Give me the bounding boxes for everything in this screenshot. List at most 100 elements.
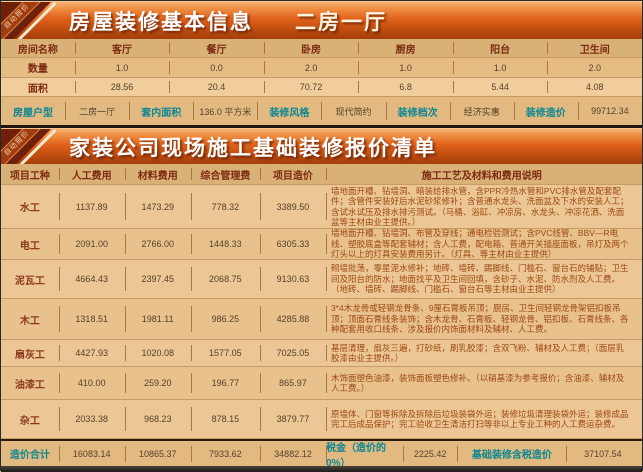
description-cell: 木饰面塑色油漆，装饰面板塑色修补。（以硝基漆为参考报价；含油漆、辅材及人工费。） <box>325 367 638 399</box>
quantity-row: 数量 1.0 0.0 2.0 1.0 1.0 2.0 <box>1 58 642 78</box>
bedroom-header: 卧房 <box>263 39 359 57</box>
house-summary-row: 房屋户型 二房一厅 套内面积 136.0 平方米 装修风格 现代简约 装修档次 … <box>1 97 642 125</box>
management-header: 综合管理费 <box>190 164 260 184</box>
material-total: 10865.37 <box>124 441 191 466</box>
area-dining: 20.4 <box>169 78 264 96</box>
tax-value: 2225.42 <box>402 441 457 466</box>
quote-row-masonry: 泥瓦工 4664.43 2397.45 2068.75 9130.63 砌墙批荡… <box>1 260 642 299</box>
project-cost: 865.97 <box>259 367 326 399</box>
ribbon-label-2: 自动报价 <box>1 129 45 164</box>
description-cell: 墙地面开槽、钻墙洞、布管及穿线；通电检验测试；含PVC线管、BBV—R电线、塑胶… <box>325 229 638 259</box>
labor-header: 人工费用 <box>58 164 125 184</box>
dining-room-header: 餐厅 <box>169 39 264 57</box>
management-cost: 986.25 <box>190 299 260 339</box>
project-cost: 6305.33 <box>259 229 326 259</box>
trade-header: 项目工种 <box>9 170 50 182</box>
material-cost: 1981.11 <box>124 299 191 339</box>
ribbon-label: 自动报价 <box>1 2 45 39</box>
balcony-header: 阳台 <box>452 39 548 57</box>
description-cell: 基层清理，扇灰三遍，打砂纸，刷乳胶漆；含双飞粉、辅材及人工费；（面层乳胶漆由业主… <box>325 340 638 366</box>
bottom-border <box>1 466 642 472</box>
labor-cost: 4427.93 <box>58 340 125 366</box>
trade-name: 杂工 <box>19 415 40 427</box>
inner-area-label: 套内面积 <box>129 97 193 125</box>
page-title: 房屋装修基本信息 <box>69 10 253 34</box>
house-type-label: 房屋户型 <box>13 107 54 119</box>
house-type-subtitle: 二房一厅 <box>295 10 387 34</box>
description-cell: 3*4木龙骨或轻钢龙骨条、9厘石膏板吊顶；厨房、卫生间轻钢龙骨架铝扣板吊顶；顶面… <box>325 299 638 339</box>
area-kitchen: 6.8 <box>358 78 453 96</box>
description-text: 原墙体、门窗等拆除及拆除后垃圾装袋外运；装修垃圾清理装袋外运；装修成品完工后成品… <box>330 408 629 430</box>
grade-value: 经济实惠 <box>449 97 514 125</box>
management-total: 7933.62 <box>190 441 260 466</box>
grand-total-label: 造价合计 <box>9 450 50 461</box>
material-cost: 2397.45 <box>124 260 191 298</box>
management-cost: 1577.05 <box>190 340 260 366</box>
project-cost: 3389.50 <box>259 185 326 228</box>
quantity-living: 1.0 <box>74 58 170 77</box>
taxed-total-label: 基础装修含税造价 <box>457 441 566 466</box>
room-table-header: 房间名称 客厅 餐厅 卧房 厨房 阳台 卫生间 <box>1 39 642 58</box>
material-cost: 2766.00 <box>124 229 191 259</box>
totals-row: 造价合计 16083.14 10865.37 7933.62 34882.12 … <box>1 439 642 466</box>
labor-cost: 2033.38 <box>58 400 125 438</box>
quote-row-electric: 电工 2091.00 2766.00 1448.33 6305.33 墙地面开槽… <box>1 229 642 260</box>
ribbon-stripe-2 <box>1 129 57 164</box>
cost-label: 装修造价 <box>513 97 578 125</box>
style-label: 装修风格 <box>257 97 321 125</box>
material-header: 材料费用 <box>124 164 191 184</box>
room-table: 房间名称 客厅 餐厅 卧房 厨房 阳台 卫生间 数量 1.0 0.0 2.0 1… <box>1 39 642 125</box>
material-cost: 1020.08 <box>124 340 191 366</box>
ribbon-triangle <box>1 2 51 39</box>
trade-name: 电工 <box>19 240 40 252</box>
living-room-header: 客厅 <box>74 39 170 57</box>
trade-name: 扇灰工 <box>14 349 45 361</box>
ribbon-stripe <box>1 2 57 39</box>
project-total-header: 项目造价 <box>259 164 326 184</box>
inner-area-value: 136.0 平方米 <box>193 97 257 125</box>
labor-cost: 4664.43 <box>58 260 125 298</box>
bathroom-header: 卫生间 <box>547 39 642 57</box>
trade-name: 木工 <box>19 315 40 327</box>
tax-label: 税金（造价的0%） <box>325 441 403 466</box>
trade-name: 油漆工 <box>14 379 45 391</box>
labor-cost: 2091.00 <box>58 229 125 259</box>
project-cost: 9130.63 <box>259 260 326 298</box>
quote-row-misc: 杂工 2033.38 968.23 878.15 3879.77 原墙体、门窗等… <box>1 400 642 439</box>
auto-quote-ribbon: 自动报价 <box>1 2 57 39</box>
quote-row-plumbing: 水工 1137.89 1473.29 778.32 3389.50 墙地面开槽、… <box>1 185 642 229</box>
description-cell: 原墙体、门窗等拆除及拆除后垃圾装袋外运；装修垃圾清理装袋外运；装修成品完工后成品… <box>325 400 638 438</box>
labor-cost: 1137.89 <box>58 185 125 228</box>
area-balcony: 5.44 <box>452 78 548 96</box>
description-cell: 墙地面开槽、钻墙洞、暗装给排水管，含PPR冷热水管和PVC排水管及配套配件；含管… <box>325 185 638 228</box>
description-text: 墙地面开槽、钻墙洞、暗装给排水管，含PPR冷热水管和PVC排水管及配套配件；含管… <box>330 185 629 228</box>
house-type-value: 二房一厅 <box>65 97 129 125</box>
quantity-kitchen: 1.0 <box>358 58 453 77</box>
labor-total: 16083.14 <box>58 441 125 466</box>
area-row-label: 面积 <box>27 83 48 95</box>
area-living: 28.56 <box>74 78 170 96</box>
quote-row-carpentry: 木工 1318.51 1981.11 986.25 4285.88 3*4木龙骨… <box>1 299 642 340</box>
trade-name: 水工 <box>19 203 40 214</box>
area-row: 面积 28.56 20.4 70.72 6.8 5.44 4.08 <box>1 78 642 97</box>
grade-label: 装修档次 <box>385 97 450 125</box>
area-bathroom: 4.08 <box>547 78 642 96</box>
description-header: 施工工艺及材料和费用说明 <box>325 164 638 184</box>
description-text: 砌墙批荡，零星泥水修补；地砖、墙砖、踢脚线、门槛石、窗台石的铺贴；卫生间及阳台的… <box>330 263 629 295</box>
quote-list-title: 家装公司现场施工基础装修报价清单 <box>69 136 437 160</box>
labor-cost: 1318.51 <box>58 299 125 339</box>
description-cell: 砌墙批荡，零星泥水修补；地砖、墙砖、踢脚线、门槛石、窗台石的铺贴；卫生间及阳台的… <box>325 260 638 298</box>
quote-list-banner: 自动报价 家装公司现场施工基础装修报价清单 <box>1 128 642 164</box>
kitchen-header: 厨房 <box>358 39 453 57</box>
trade-name: 泥瓦工 <box>14 275 45 287</box>
management-cost: 778.32 <box>190 185 260 228</box>
description-text: 木饰面塑色油漆，装饰面板塑色修补。（以硝基漆为参考报价；含油漆、辅材及人工费。） <box>330 372 625 394</box>
material-cost: 259.20 <box>124 367 191 399</box>
style-value: 现代简约 <box>321 97 385 125</box>
quantity-bedroom: 2.0 <box>263 58 359 77</box>
quantity-bathroom: 2.0 <box>547 58 642 77</box>
section-divider <box>1 125 642 128</box>
area-bedroom: 70.72 <box>263 78 359 96</box>
quote-row-plastering: 扇灰工 4427.93 1020.08 1577.05 7025.05 基层清理… <box>1 340 642 367</box>
cost-value: 99712.34 <box>577 97 642 125</box>
